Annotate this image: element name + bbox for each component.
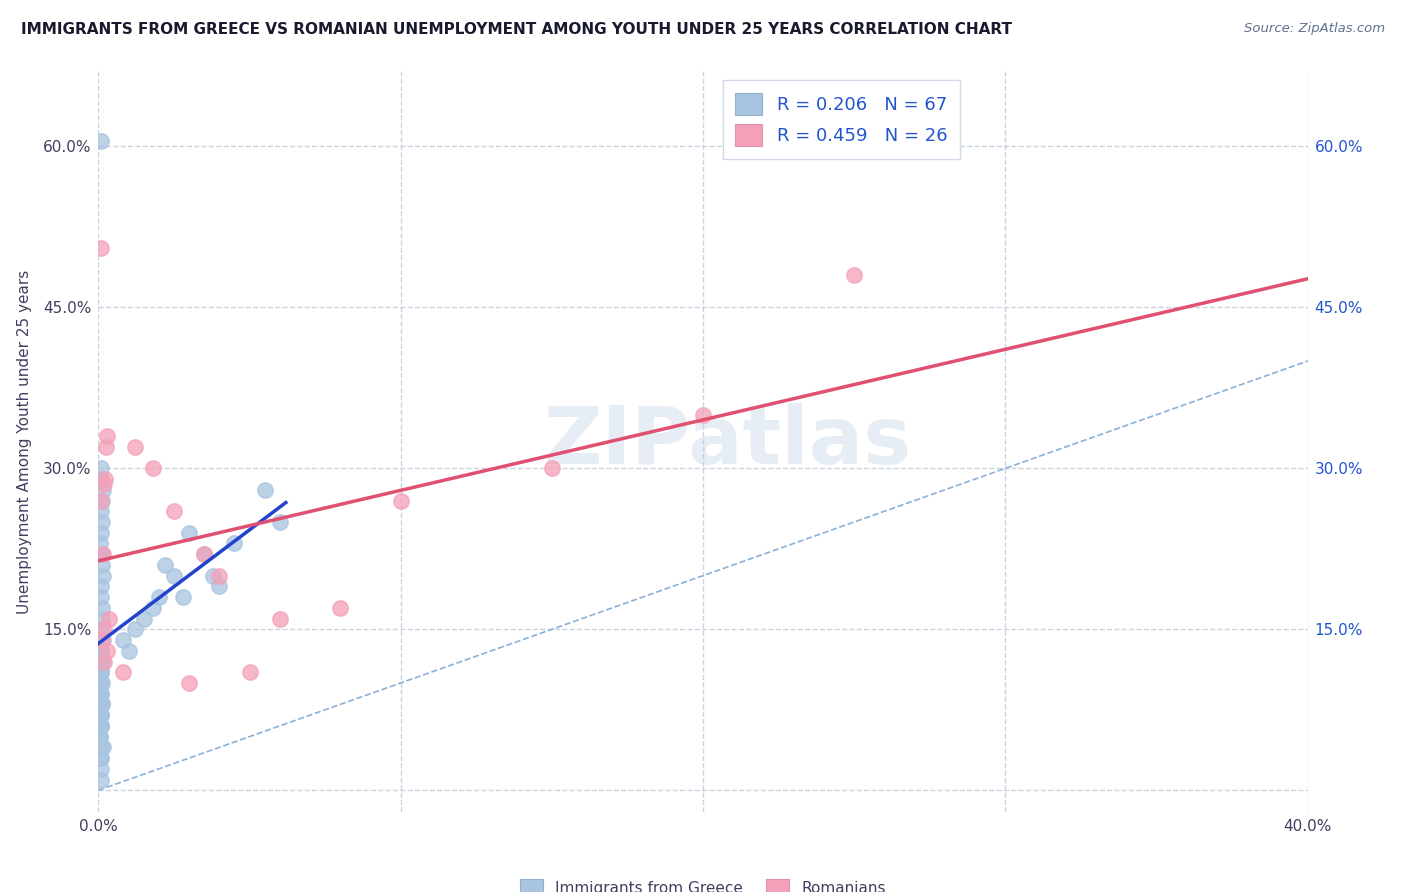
Point	[91, 633, 114, 648]
Point	[692, 408, 714, 422]
Point	[239, 665, 262, 680]
Point	[90, 590, 112, 604]
Point	[98, 611, 121, 625]
Point	[90, 687, 112, 701]
Point	[90, 655, 112, 669]
Y-axis label: Unemployment Among Youth under 25 years: Unemployment Among Youth under 25 years	[17, 269, 32, 614]
Point	[90, 655, 112, 669]
Point	[90, 719, 112, 733]
Point	[118, 644, 141, 658]
Point	[163, 504, 186, 518]
Text: Source: ZipAtlas.com: Source: ZipAtlas.com	[1244, 22, 1385, 36]
Point	[90, 600, 112, 615]
Legend: Immigrants from Greece, Romanians: Immigrants from Greece, Romanians	[513, 871, 893, 892]
Point	[90, 623, 112, 637]
Point	[269, 611, 291, 625]
Point	[91, 547, 114, 561]
Point	[90, 579, 112, 593]
Point	[96, 644, 118, 658]
Point	[91, 558, 114, 572]
Point	[90, 665, 112, 680]
Point	[90, 644, 112, 658]
Point	[153, 558, 176, 572]
Point	[90, 461, 112, 475]
Point	[96, 429, 118, 443]
Point	[90, 687, 112, 701]
Point	[91, 547, 114, 561]
Point	[111, 633, 134, 648]
Point	[90, 751, 112, 765]
Point	[94, 472, 117, 486]
Point	[540, 461, 562, 475]
Point	[163, 568, 186, 582]
Point	[90, 719, 112, 733]
Point	[179, 676, 201, 690]
Text: IMMIGRANTS FROM GREECE VS ROMANIAN UNEMPLOYMENT AMONG YOUTH UNDER 25 YEARS CORRE: IMMIGRANTS FROM GREECE VS ROMANIAN UNEMP…	[21, 22, 1012, 37]
Point	[90, 515, 112, 529]
Text: ZIPatlas: ZIPatlas	[543, 402, 911, 481]
Point	[90, 644, 112, 658]
Point	[89, 536, 111, 550]
Point	[329, 600, 352, 615]
Point	[89, 687, 111, 701]
Point	[94, 440, 117, 454]
Point	[90, 676, 112, 690]
Point	[90, 719, 112, 733]
Point	[91, 568, 114, 582]
Point	[142, 461, 165, 475]
Point	[844, 268, 866, 283]
Point	[91, 698, 114, 712]
Point	[91, 483, 114, 497]
Point	[124, 440, 146, 454]
Point	[91, 493, 114, 508]
Point	[90, 740, 112, 755]
Point	[193, 547, 215, 561]
Point	[111, 665, 134, 680]
Point	[90, 708, 112, 723]
Point	[93, 623, 115, 637]
Point	[90, 134, 112, 148]
Point	[90, 525, 112, 540]
Point	[90, 472, 112, 486]
Point	[208, 568, 231, 582]
Point	[253, 483, 276, 497]
Point	[172, 590, 194, 604]
Point	[90, 762, 112, 776]
Point	[389, 493, 412, 508]
Point	[90, 676, 112, 690]
Point	[90, 772, 112, 787]
Point	[91, 740, 114, 755]
Point	[90, 751, 112, 765]
Point	[91, 676, 114, 690]
Point	[91, 633, 114, 648]
Point	[269, 515, 291, 529]
Point	[91, 611, 114, 625]
Point	[93, 655, 115, 669]
Point	[90, 644, 112, 658]
Point	[90, 708, 112, 723]
Point	[90, 665, 112, 680]
Point	[90, 504, 112, 518]
Point	[90, 493, 112, 508]
Point	[91, 655, 114, 669]
Point	[89, 698, 111, 712]
Point	[202, 568, 225, 582]
Point	[193, 547, 215, 561]
Point	[179, 525, 201, 540]
Point	[90, 708, 112, 723]
Point	[224, 536, 246, 550]
Point	[90, 665, 112, 680]
Point	[90, 698, 112, 712]
Point	[208, 579, 231, 593]
Point	[148, 590, 170, 604]
Point	[89, 730, 111, 744]
Point	[142, 600, 165, 615]
Point	[124, 623, 146, 637]
Point	[90, 241, 112, 255]
Point	[132, 611, 155, 625]
Point	[90, 547, 112, 561]
Point	[89, 730, 111, 744]
Point	[93, 477, 115, 491]
